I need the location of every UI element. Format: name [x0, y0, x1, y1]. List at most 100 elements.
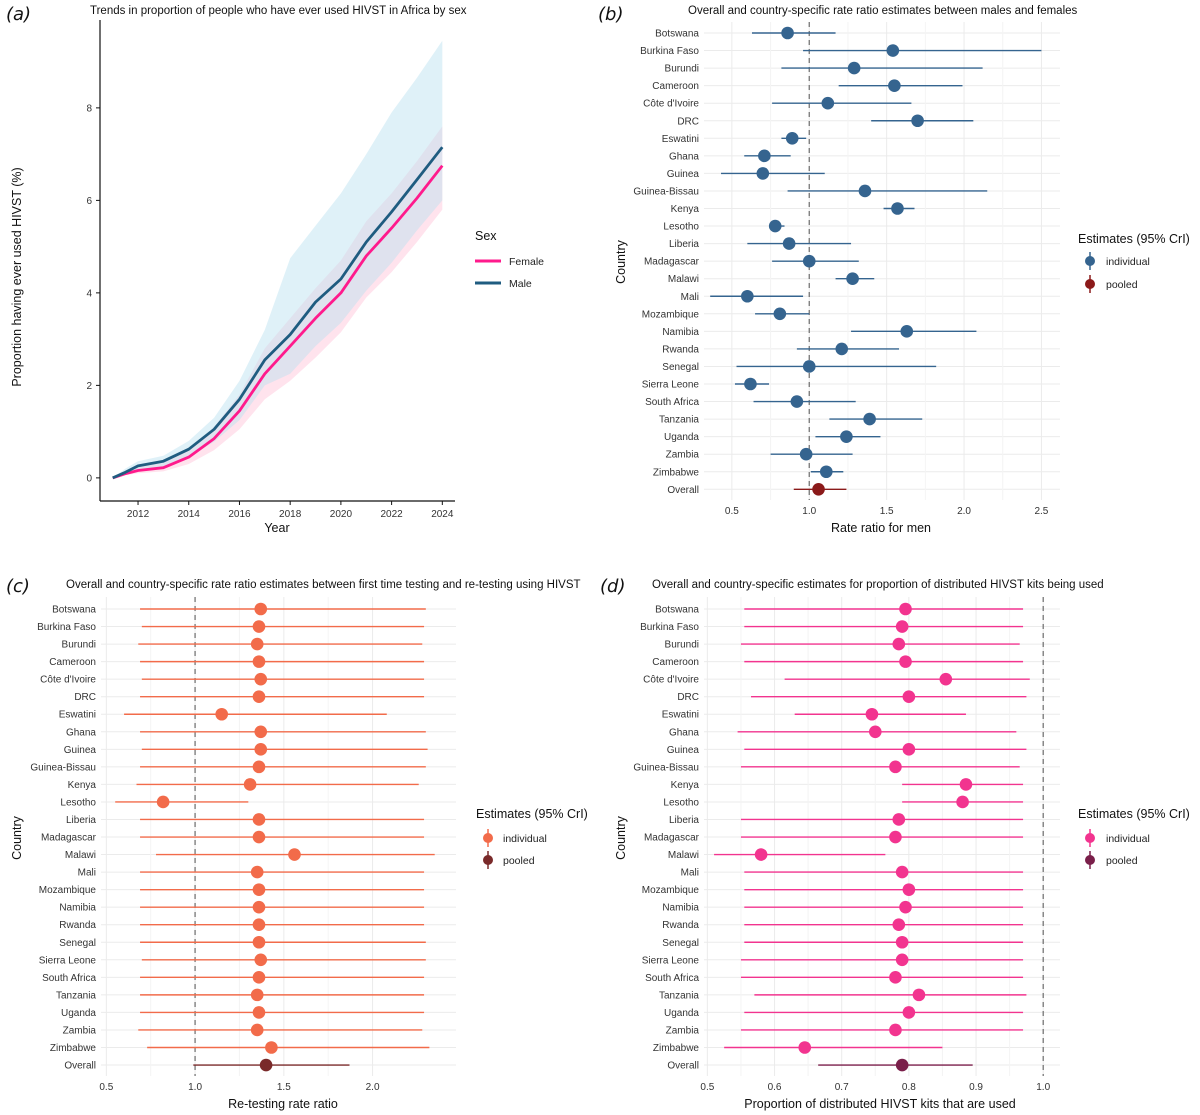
legend-pooled-label: pooled	[503, 855, 535, 867]
country-label: Mali	[681, 292, 699, 303]
country-label: South Africa	[645, 397, 699, 408]
country-label: Tanzania	[659, 990, 699, 1001]
country-label: Senegal	[662, 362, 699, 373]
x-axis-label: Rate ratio for men	[831, 521, 931, 535]
country-label: Mali	[78, 868, 96, 879]
botswana-estimate-point	[254, 602, 268, 616]
country-label: South Africa	[42, 973, 96, 984]
country-label: Côte d'Ivoire	[643, 675, 699, 686]
cameroon-estimate-point	[888, 79, 901, 92]
country-label: Tanzania	[659, 415, 699, 426]
ghana-estimate-point	[868, 725, 882, 739]
zimbabwe-estimate-point	[265, 1041, 278, 1054]
zimbabwe-estimate-point	[819, 465, 833, 479]
x-tick-label: 2020	[330, 509, 353, 520]
legend-individual-label: individual	[1106, 256, 1150, 268]
x-axis-ticks: 2012 2014 2016 2018 2020 2022 2024	[127, 501, 454, 520]
gridlines	[704, 22, 1060, 500]
country-label: Sierra Leone	[39, 955, 97, 966]
x-tick-label: 1.0	[1036, 1082, 1050, 1093]
country-label: Zimbabwe	[653, 1043, 700, 1054]
country-label: Kenya	[671, 204, 700, 215]
c-te-d-ivoire-estimate-point	[821, 96, 835, 110]
country-label: Madagascar	[644, 257, 700, 268]
senegal-estimate-point	[802, 360, 816, 373]
country-label: Botswana	[52, 605, 96, 616]
burundi-estimate-point	[847, 61, 861, 75]
overall-estimate-point	[895, 1058, 909, 1072]
legend-individual-dot	[1085, 256, 1095, 266]
liberia-estimate-point	[782, 237, 796, 250]
country-label: Kenya	[671, 780, 700, 791]
legend-individual-dot	[483, 833, 493, 843]
ghana-estimate-point	[758, 149, 771, 163]
south-africa-estimate-point	[889, 971, 902, 984]
x-tick-label: 0.6	[768, 1082, 782, 1093]
panel-c-forest-plot: (c) Overall and country-specific rate ra…	[6, 576, 588, 1111]
x-tick-label: 0.5	[725, 506, 739, 517]
country-label: Cameroon	[49, 657, 96, 668]
namibia-estimate-point	[252, 900, 266, 914]
sierra-leone-estimate-point	[254, 953, 268, 967]
burundi-estimate-point	[892, 637, 906, 651]
lesotho-estimate-point	[156, 795, 170, 809]
tanzania-estimate-point	[250, 988, 264, 1002]
x-tick-label: 0.5	[99, 1082, 113, 1093]
y-axis-label: Country	[614, 815, 628, 860]
mali-estimate-point	[250, 865, 264, 879]
country-label: Zambia	[666, 1025, 700, 1036]
country-label: Liberia	[669, 815, 699, 826]
country-label: Rwanda	[662, 920, 699, 931]
estimates-legend: Estimates (95% CrI) individual pooled	[1078, 807, 1190, 869]
x-axis-ticks: 0.5 1.0 1.5 2.0	[99, 1082, 380, 1093]
country-label: Cameroon	[652, 657, 699, 668]
country-labels: Botswana Burkina Faso Burundi Cameroon Côte …	[633, 605, 699, 1072]
eswatini-estimate-point	[215, 707, 228, 721]
confidence-bands	[112, 40, 443, 478]
country-label: Overall	[64, 1061, 96, 1072]
eswatini-estimate-point	[785, 132, 799, 145]
estimate-marks	[115, 602, 435, 1072]
country-label: Burundi	[665, 640, 699, 651]
eswatini-estimate-point	[865, 707, 879, 721]
country-label: Ghana	[66, 727, 96, 738]
x-tick-label: 0.5	[700, 1082, 714, 1093]
senegal-estimate-point	[252, 935, 266, 949]
panel-d-title: Overall and country-specific estimates f…	[652, 579, 1104, 591]
y-axis-ticks: 0 2 4 6 8	[86, 103, 100, 484]
country-label: Senegal	[662, 938, 699, 949]
estimates-legend: Estimates (95% CrI) individual pooled	[476, 807, 588, 869]
burkina-faso-estimate-point	[886, 44, 900, 57]
legend-male-label: Male	[509, 278, 532, 290]
country-label: Guinea	[667, 169, 700, 180]
country-label: Overall	[667, 485, 699, 496]
country-label: Namibia	[59, 903, 96, 914]
country-label: DRC	[677, 116, 699, 127]
country-label: Malawi	[65, 850, 96, 861]
x-tick-label: 0.7	[835, 1082, 849, 1093]
panel-b-label: (b)	[598, 4, 623, 25]
y-tick-label: 4	[86, 288, 92, 299]
legend-individual-dot	[1085, 833, 1095, 843]
country-label: Guinea	[667, 745, 700, 756]
sierra-leone-estimate-point	[744, 377, 757, 391]
country-label: Burkina Faso	[640, 46, 699, 57]
estimate-marks	[710, 26, 1042, 496]
tanzania-estimate-point	[863, 412, 876, 426]
kenya-estimate-point	[243, 778, 257, 791]
madagascar-estimate-point	[889, 830, 902, 844]
x-tick-label: 2.0	[957, 506, 971, 517]
country-label: Côte d'Ivoire	[40, 675, 96, 686]
legend-title: Estimates (95% CrI)	[1078, 232, 1190, 246]
botswana-estimate-point	[781, 26, 794, 40]
country-label: Madagascar	[41, 833, 97, 844]
y-tick-label: 6	[86, 196, 92, 207]
x-tick-label: 2014	[178, 509, 201, 520]
madagascar-estimate-point	[252, 830, 266, 844]
y-tick-label: 0	[86, 473, 92, 484]
kenya-estimate-point	[891, 202, 904, 215]
mozambique-estimate-point	[252, 883, 266, 896]
country-label: Malawi	[668, 850, 699, 861]
legend-pooled-dot	[1085, 279, 1095, 289]
